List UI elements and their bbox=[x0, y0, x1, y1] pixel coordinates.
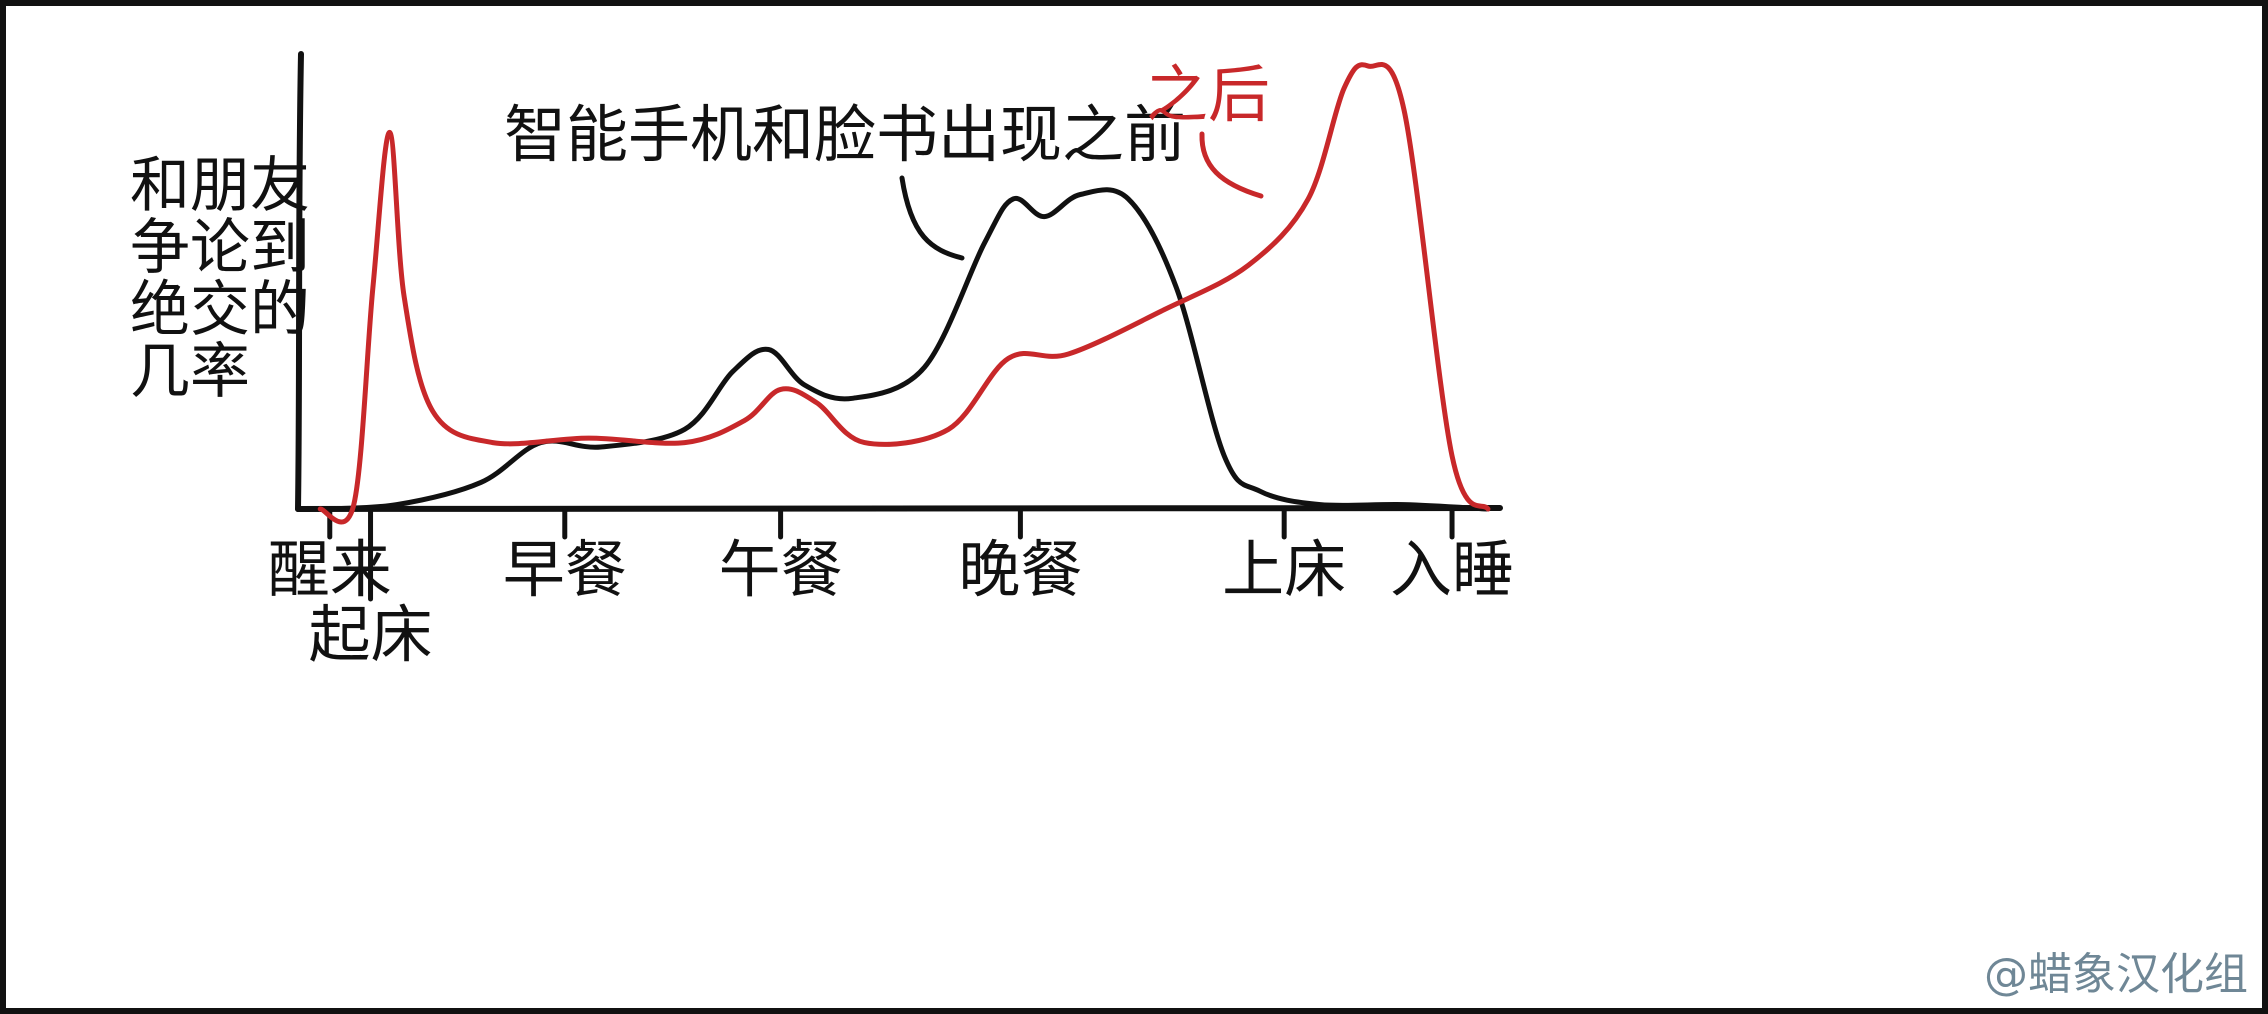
watermark: @蜡象汉化组 bbox=[1984, 949, 2248, 1000]
ylabel-line: 和朋友 bbox=[130, 151, 310, 221]
axes bbox=[295, 51, 1503, 513]
series-lines bbox=[317, 62, 1491, 525]
x-tick-label: 上床 bbox=[1222, 533, 1346, 606]
x-tick-label: 晚餐 bbox=[958, 533, 1082, 606]
series-label-before: 智能手机和脸书出现之前 bbox=[504, 98, 1186, 171]
series-annotations: 智能手机和脸书出现之前 之后 bbox=[504, 58, 1270, 261]
x-tick-label: 起床 bbox=[309, 598, 433, 671]
x-tick-label: 醒来 bbox=[268, 533, 392, 606]
x-tick-label: 早餐 bbox=[503, 533, 627, 606]
x-axis-line bbox=[295, 505, 1503, 513]
series-label-after: 之后 bbox=[1146, 58, 1270, 131]
x-tick-label: 入睡 bbox=[1390, 533, 1514, 606]
y-axis-line bbox=[295, 51, 304, 512]
x-tick-label: 午餐 bbox=[719, 533, 843, 606]
ylabel-line: 绝交的 bbox=[130, 275, 310, 345]
series-line-before bbox=[317, 187, 1491, 512]
annotation-pointer-before bbox=[899, 175, 965, 261]
y-axis-label: 和朋友 争论到 绝交的 几率 bbox=[130, 151, 310, 407]
series-line-after bbox=[317, 62, 1491, 525]
ylabel-line: 几率 bbox=[130, 337, 250, 407]
ylabel-line: 争论到 bbox=[130, 213, 310, 283]
annotation-pointer-after bbox=[1199, 131, 1264, 199]
